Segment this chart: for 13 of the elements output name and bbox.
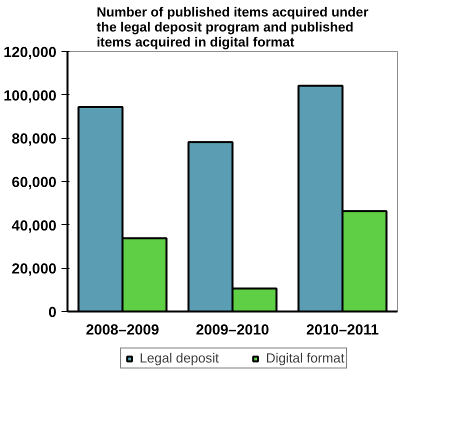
legend-label: Digital format	[266, 350, 344, 366]
x-tick-label: 2008–2009	[86, 322, 160, 338]
y-tick-label: 120,000	[4, 45, 57, 61]
y-tick-label: 40,000	[12, 218, 56, 234]
y-tick-label: 80,000	[12, 132, 56, 148]
legend-label: Legal deposit	[140, 350, 219, 366]
chart-title: Number of published items acquired under the legal deposit program and published items acquired in digital format	[96, 4, 368, 50]
x-tick-label: 2009–2010	[196, 322, 270, 338]
y-tick-label: 20,000	[12, 262, 56, 278]
y-tick-label: 60,000	[12, 175, 56, 191]
y-tick-label: 100,000	[4, 88, 57, 104]
y-tick-label: 0	[48, 305, 57, 321]
x-tick-label: 2010–2011	[306, 322, 379, 338]
